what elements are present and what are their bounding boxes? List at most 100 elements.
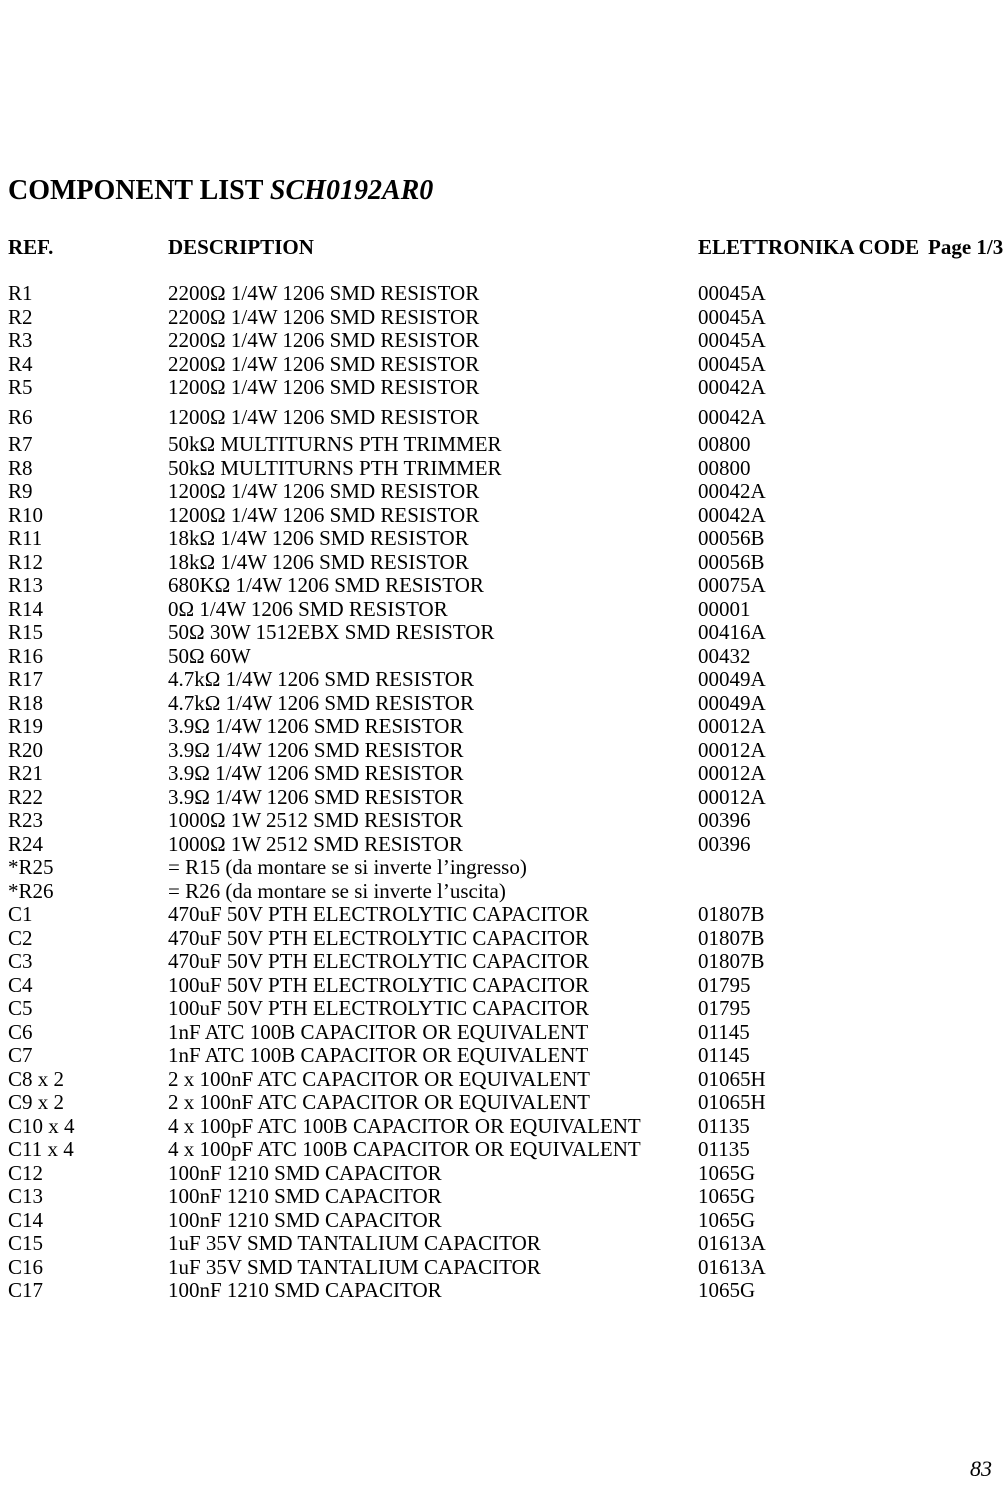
cell-description: 50kΩ MULTITURNS PTH TRIMMER xyxy=(168,457,698,481)
cell-code: 1065G xyxy=(698,1279,928,1303)
cell-ref: R24 xyxy=(8,833,168,857)
cell-ref: C2 xyxy=(8,927,168,951)
cell-code: 01795 xyxy=(698,997,928,1021)
header-code: ELETTRONIKA CODE xyxy=(698,235,928,260)
cell-code: 00416A xyxy=(698,621,928,645)
cell-ref: *R26 xyxy=(8,880,168,904)
cell-ref: R3 xyxy=(8,329,168,353)
cell-ref: R16 xyxy=(8,645,168,669)
cell-ref: C4 xyxy=(8,974,168,998)
cell-code: 01065H xyxy=(698,1091,928,1115)
table-row: R1550Ω 30W 1512EBX SMD RESISTOR00416A xyxy=(8,621,1004,645)
component-table-body: R12200Ω 1/4W 1206 SMD RESISTOR00045A R22 2… xyxy=(8,282,1004,1303)
cell-ref: C12 xyxy=(8,1162,168,1186)
cell-code: 01613A xyxy=(698,1232,928,1256)
header-page-indicator: Page 1/3 xyxy=(928,235,1004,260)
table-row: C2470uF 50V PTH ELECTROLYTIC CAPACITOR01… xyxy=(8,927,1004,951)
cell-ref: R17 xyxy=(8,668,168,692)
cell-description: 1200Ω 1/4W 1206 SMD RESISTOR xyxy=(168,480,698,504)
cell-ref: R6 xyxy=(8,406,168,430)
cell-code: 00056B xyxy=(698,551,928,575)
header-description: DESCRIPTION xyxy=(168,235,698,260)
cell-ref: C9 x 2 xyxy=(8,1091,168,1115)
cell-code: 00056B xyxy=(698,527,928,551)
cell-description: 18kΩ 1/4W 1206 SMD RESISTOR xyxy=(168,527,698,551)
table-row: R91200Ω 1/4W 1206 SMD RESISTOR00042A xyxy=(8,480,1004,504)
table-row: R13680KΩ 1/4W 1206 SMD RESISTOR00075A xyxy=(8,574,1004,598)
cell-ref: R22 xyxy=(8,786,168,810)
cell-ref: R14 xyxy=(8,598,168,622)
table-row: R32200Ω 1/4W 1206 SMD RESISTOR00045A xyxy=(8,329,1004,353)
cell-description: 1nF ATC 100B CAPACITOR OR EQUIVALENT xyxy=(168,1021,698,1045)
cell-code: 00800 xyxy=(698,433,928,457)
cell-description: 50Ω 30W 1512EBX SMD RESISTOR xyxy=(168,621,698,645)
cell-ref: C1 xyxy=(8,903,168,927)
cell-code: 00045A xyxy=(698,353,928,377)
cell-ref: R15 xyxy=(8,621,168,645)
table-row: R61200Ω 1/4W 1206 SMD RESISTOR00042A xyxy=(8,406,1004,430)
cell-description: 100uF 50V PTH ELECTROLYTIC CAPACITOR xyxy=(168,997,698,1021)
table-row: C5100uF 50V PTH ELECTROLYTIC CAPACITOR01… xyxy=(8,997,1004,1021)
cell-code: 01135 xyxy=(698,1115,928,1139)
cell-description: 3.9Ω 1/4W 1206 SMD RESISTOR xyxy=(168,762,698,786)
table-row: C71nF ATC 100B CAPACITOR OR EQUIVALENT01… xyxy=(8,1044,1004,1068)
table-row: R42200Ω 1/4W 1206 SMD RESISTOR00045A xyxy=(8,353,1004,377)
cell-ref: R18 xyxy=(8,692,168,716)
cell-ref: R13 xyxy=(8,574,168,598)
table-row: R850kΩ MULTITURNS PTH TRIMMER00800 xyxy=(8,457,1004,481)
cell-code: 00045A xyxy=(698,329,928,353)
cell-ref: R23 xyxy=(8,809,168,833)
cell-ref: C7 xyxy=(8,1044,168,1068)
cell-code: 01807B xyxy=(698,927,928,951)
cell-description: 2 x 100nF ATC CAPACITOR OR EQUIVALENT xyxy=(168,1091,698,1115)
header-ref: REF. xyxy=(8,235,168,260)
cell-code: 01613A xyxy=(698,1256,928,1280)
cell-description: 100nF 1210 SMD CAPACITOR xyxy=(168,1162,698,1186)
cell-description: = R26 (da montare se si inverte l’uscita… xyxy=(168,880,698,904)
cell-description: 0Ω 1/4W 1206 SMD RESISTOR xyxy=(168,598,698,622)
cell-code: 00075A xyxy=(698,574,928,598)
cell-code: 00042A xyxy=(698,406,928,430)
table-row: C151uF 35V SMD TANTALIUM CAPACITOR01613A xyxy=(8,1232,1004,1256)
cell-code: 01135 xyxy=(698,1138,928,1162)
cell-ref: C16 xyxy=(8,1256,168,1280)
cell-code: 01145 xyxy=(698,1044,928,1068)
table-row: R51200Ω 1/4W 1206 SMD RESISTOR00042A xyxy=(8,376,1004,400)
cell-description: 680KΩ 1/4W 1206 SMD RESISTOR xyxy=(168,574,698,598)
cell-description: 2200Ω 1/4W 1206 SMD RESISTOR xyxy=(168,306,698,330)
table-row: C12100nF 1210 SMD CAPACITOR1065G xyxy=(8,1162,1004,1186)
table-row: C3470uF 50V PTH ELECTROLYTIC CAPACITOR01… xyxy=(8,950,1004,974)
cell-ref: C13 xyxy=(8,1185,168,1209)
cell-code: 00049A xyxy=(698,668,928,692)
cell-description: 50Ω 60W xyxy=(168,645,698,669)
cell-code: 00001 xyxy=(698,598,928,622)
cell-code: 00045A xyxy=(698,306,928,330)
cell-description: 100nF 1210 SMD CAPACITOR xyxy=(168,1209,698,1233)
cell-description: 100nF 1210 SMD CAPACITOR xyxy=(168,1279,698,1303)
cell-ref: R12 xyxy=(8,551,168,575)
cell-ref: C11 x 4 xyxy=(8,1138,168,1162)
cell-description: 1200Ω 1/4W 1206 SMD RESISTOR xyxy=(168,406,698,430)
cell-description: 470uF 50V PTH ELECTROLYTIC CAPACITOR xyxy=(168,903,698,927)
cell-description: 4.7kΩ 1/4W 1206 SMD RESISTOR xyxy=(168,692,698,716)
cell-ref: R21 xyxy=(8,762,168,786)
table-row: R174.7kΩ 1/4W 1206 SMD RESISTOR00049A xyxy=(8,668,1004,692)
cell-code: 00042A xyxy=(698,376,928,400)
cell-ref: R4 xyxy=(8,353,168,377)
cell-ref: R20 xyxy=(8,739,168,763)
table-row: C13100nF 1210 SMD CAPACITOR1065G xyxy=(8,1185,1004,1209)
cell-description: 2200Ω 1/4W 1206 SMD RESISTOR xyxy=(168,353,698,377)
cell-ref: C6 xyxy=(8,1021,168,1045)
cell-ref: C5 xyxy=(8,997,168,1021)
cell-description: 1200Ω 1/4W 1206 SMD RESISTOR xyxy=(168,504,698,528)
cell-description: 4.7kΩ 1/4W 1206 SMD RESISTOR xyxy=(168,668,698,692)
cell-description: = R15 (da montare se si inverte l’ingres… xyxy=(168,856,698,880)
cell-ref: C10 x 4 xyxy=(8,1115,168,1139)
cell-description: 1uF 35V SMD TANTALIUM CAPACITOR xyxy=(168,1232,698,1256)
cell-description: 2200Ω 1/4W 1206 SMD RESISTOR xyxy=(168,282,698,306)
table-row: R203.9Ω 1/4W 1206 SMD RESISTOR00012A xyxy=(8,739,1004,763)
table-row: R12200Ω 1/4W 1206 SMD RESISTOR00045A xyxy=(8,282,1004,306)
cell-code: 1065G xyxy=(698,1185,928,1209)
table-row: C61nF ATC 100B CAPACITOR OR EQUIVALENT01… xyxy=(8,1021,1004,1045)
page-number: 83 xyxy=(970,1456,992,1482)
